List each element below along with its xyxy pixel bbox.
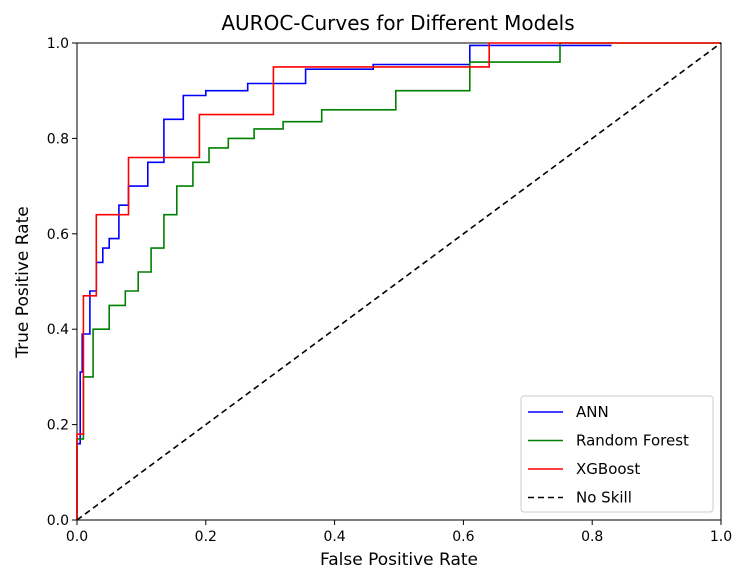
x-tick-label: 0.8	[581, 529, 603, 545]
legend-box	[520, 395, 714, 513]
y-axis-label: True Positive Rate	[13, 206, 33, 358]
x-axis-label: False Positive Rate	[320, 550, 478, 570]
x-tick-label: 0.2	[195, 529, 217, 545]
y-tick-label: 0.4	[47, 322, 69, 338]
legend-label-random-forest: Random Forest	[576, 432, 689, 450]
curves-group	[76, 42, 722, 521]
legend-label-xgboost: XGBoost	[576, 460, 640, 478]
y-tick-label: 1.0	[47, 36, 69, 52]
chart-title: AUROC-Curves for Different Models	[221, 11, 574, 35]
legend-label-ann: ANN	[576, 403, 609, 421]
y-tick-label: 0.0	[47, 513, 69, 529]
x-tick-label: 1.0	[710, 529, 732, 545]
ticks-group: 0.0 0.2 0.4 0.6 0.8 1.0 0.0 0.2 0.4 0.6 0.8 1.0	[47, 36, 732, 545]
legend-label-no-skill: No Skill	[576, 489, 632, 507]
x-tick-label: 0.6	[452, 529, 474, 545]
series-line-no-skill	[76, 42, 722, 521]
y-tick-label: 0.8	[47, 131, 69, 147]
series-line-random-forest	[76, 42, 721, 520]
x-tick-label: 0.4	[323, 529, 345, 545]
legend: ANN Random Forest XGBoost No Skill	[520, 395, 714, 513]
y-tick-label: 0.2	[47, 418, 69, 434]
x-tick-label: 0.0	[66, 529, 88, 545]
y-tick-label: 0.6	[47, 227, 69, 243]
series-line-xgboost	[76, 42, 721, 520]
plot-frame	[76, 42, 722, 521]
